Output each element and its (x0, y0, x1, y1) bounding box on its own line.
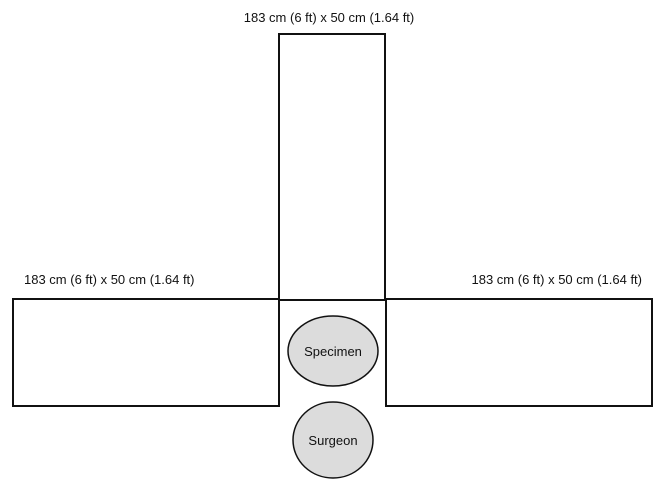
top-table (278, 33, 386, 301)
left-table (12, 298, 280, 407)
top-table-dimension-label: 183 cm (6 ft) x 50 cm (1.64 ft) (244, 10, 415, 25)
right-table-dimension-label: 183 cm (6 ft) x 50 cm (1.64 ft) (472, 272, 643, 287)
surgeon-label: Surgeon (308, 433, 357, 448)
surgeon-node (292, 401, 374, 479)
right-table (385, 298, 653, 407)
specimen-label: Specimen (304, 344, 362, 359)
left-table-dimension-label: 183 cm (6 ft) x 50 cm (1.64 ft) (24, 272, 195, 287)
specimen-node (287, 315, 379, 387)
